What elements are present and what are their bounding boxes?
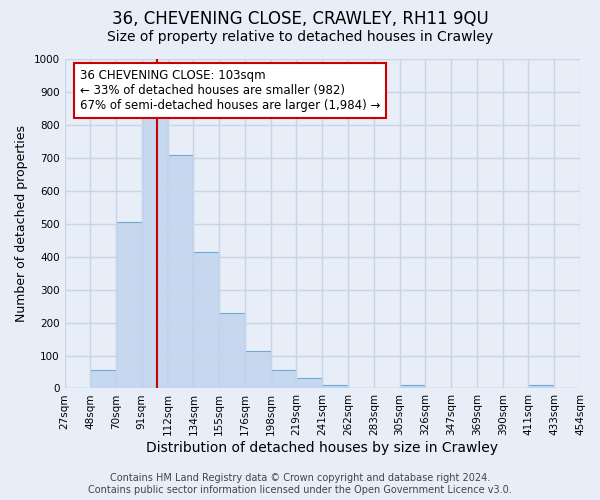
Text: 36 CHEVENING CLOSE: 103sqm
← 33% of detached houses are smaller (982)
67% of sem: 36 CHEVENING CLOSE: 103sqm ← 33% of deta… <box>80 69 380 112</box>
Bar <box>529 384 554 388</box>
Bar <box>219 312 245 388</box>
Bar <box>271 370 296 388</box>
X-axis label: Distribution of detached houses by size in Crawley: Distribution of detached houses by size … <box>146 441 498 455</box>
Y-axis label: Number of detached properties: Number of detached properties <box>15 125 28 322</box>
Bar <box>116 222 142 388</box>
Bar <box>400 384 425 388</box>
Bar <box>296 378 322 388</box>
Bar <box>91 370 116 388</box>
Bar <box>322 384 348 388</box>
Text: 36, CHEVENING CLOSE, CRAWLEY, RH11 9QU: 36, CHEVENING CLOSE, CRAWLEY, RH11 9QU <box>112 10 488 28</box>
Text: Contains HM Land Registry data © Crown copyright and database right 2024.
Contai: Contains HM Land Registry data © Crown c… <box>88 474 512 495</box>
Bar <box>167 154 193 388</box>
Bar <box>142 116 167 388</box>
Bar <box>193 252 219 388</box>
Bar <box>245 350 271 389</box>
Text: Size of property relative to detached houses in Crawley: Size of property relative to detached ho… <box>107 30 493 44</box>
